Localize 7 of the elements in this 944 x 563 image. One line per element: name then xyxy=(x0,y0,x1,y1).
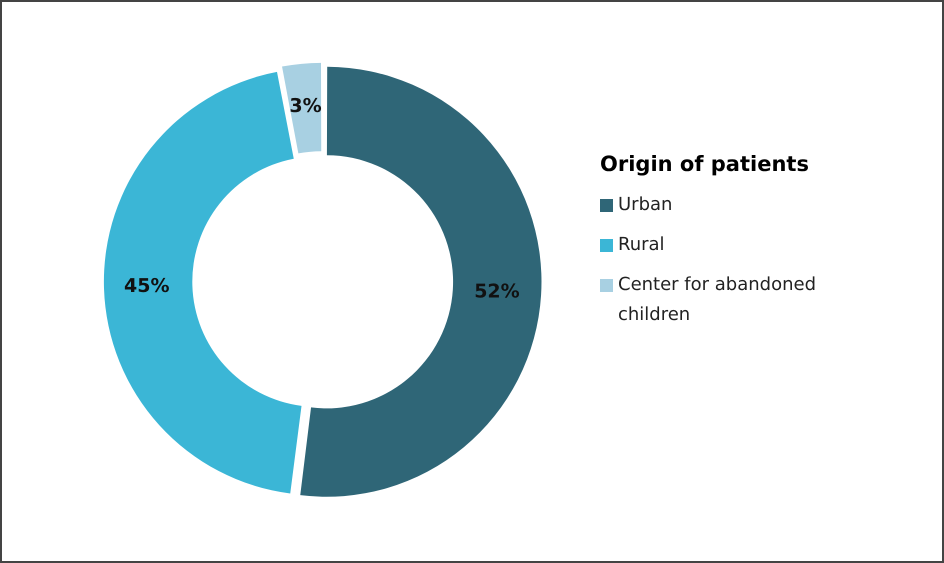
legend-label: Urban xyxy=(618,193,672,217)
data-label: 3% xyxy=(289,94,322,117)
legend-title: Origin of patients xyxy=(600,152,810,176)
data-label: 45% xyxy=(124,274,170,297)
legend-label: Center for abandoned children xyxy=(618,273,818,327)
legend-label: Rural xyxy=(618,233,665,257)
data-label: 52% xyxy=(474,280,520,302)
